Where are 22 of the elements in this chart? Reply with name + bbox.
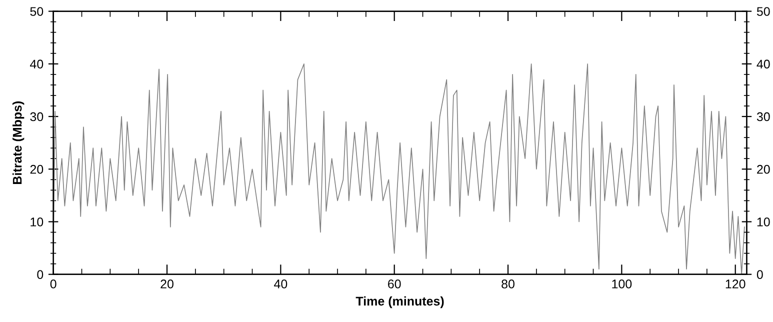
y2-tick-label: 0 — [756, 270, 763, 279]
x-axis-title: Time (minutes) — [356, 296, 444, 308]
x-tick-label: 80 — [502, 280, 514, 288]
y-tick-label: 20 — [30, 164, 44, 174]
y-tick-label: 10 — [30, 218, 44, 226]
y-axis-title: Bitrate (Mbps) — [12, 101, 24, 184]
x-tick-label: 40 — [274, 280, 288, 288]
y2-tick-label: 40 — [756, 60, 770, 69]
y2-tick-label: 30 — [756, 112, 770, 122]
x-tick-label: 60 — [388, 280, 401, 288]
y2-tick-label: 50 — [756, 7, 770, 16]
y-tick-label: 0 — [37, 270, 44, 279]
y-tick-label: 50 — [30, 7, 44, 16]
x-tick-label: 20 — [160, 280, 174, 288]
x-tick-label: 120 — [726, 280, 746, 288]
line-series — [53, 63, 745, 274]
x-tick-label: 100 — [612, 280, 632, 288]
y2-tick-label: 20 — [757, 164, 770, 174]
y-tick-label: 40 — [30, 60, 44, 69]
x-tick-label: 0 — [50, 280, 56, 288]
y-tick-label: 30 — [30, 112, 44, 122]
y2-tick-label: 10 — [757, 218, 770, 226]
